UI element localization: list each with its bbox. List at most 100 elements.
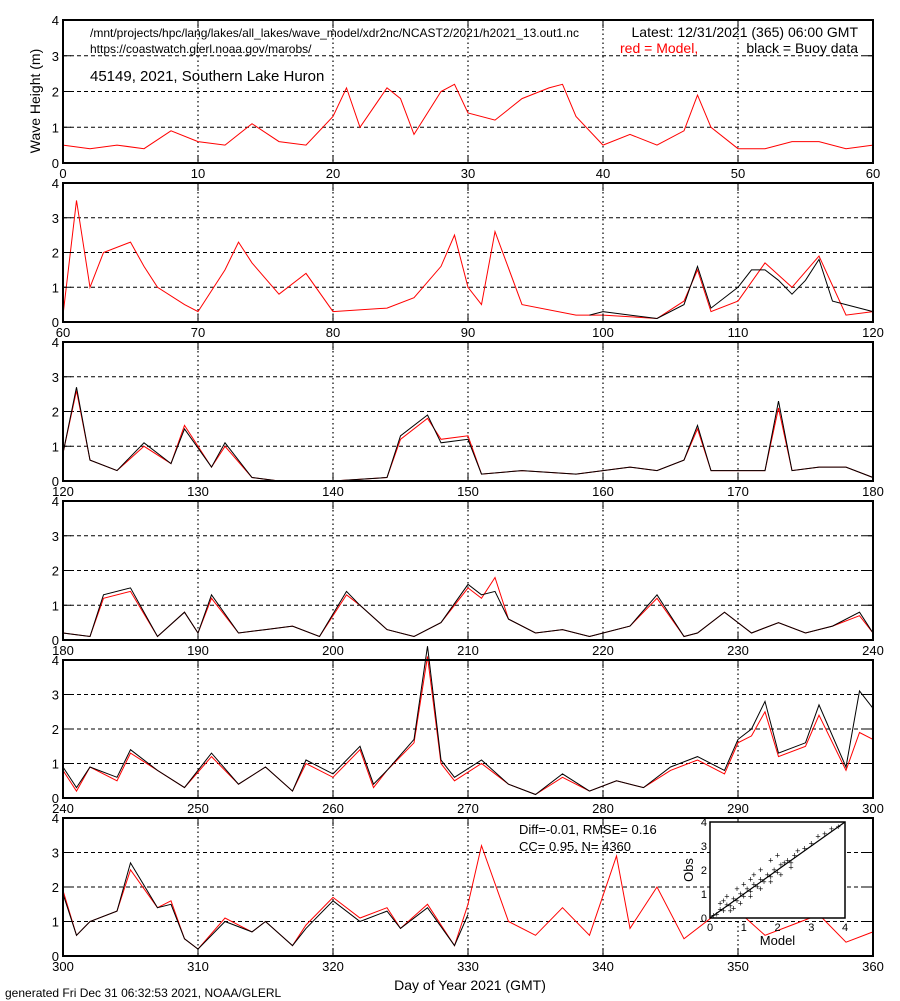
x-tick-label: 220 — [592, 643, 614, 658]
x-tick-label: 330 — [457, 959, 479, 974]
buoy-series-line — [62, 646, 874, 796]
y-tick-label: 3 — [52, 529, 59, 544]
scatter-point: + — [751, 879, 756, 889]
y-tick-label: 4 — [52, 176, 59, 191]
x-tick-label: 10 — [191, 166, 205, 181]
x-tick-label: 120 — [862, 325, 884, 340]
scatter-point: + — [775, 851, 780, 861]
scatter-point: + — [717, 899, 722, 909]
y-tick-label: 4 — [52, 494, 59, 509]
scatter-point: + — [768, 877, 773, 887]
model-series-line — [62, 390, 874, 482]
y-tick-label: 1 — [52, 439, 59, 454]
scatter-point: + — [768, 855, 773, 865]
y-tick-label: 2 — [52, 405, 59, 420]
scatter-point: + — [765, 870, 770, 880]
scatter-x-tick-label: 1 — [741, 922, 747, 934]
scatter-x-tick-label: 0 — [707, 922, 713, 934]
y-tick-label: 3 — [52, 211, 59, 226]
x-tick-label: 240 — [862, 643, 884, 658]
scatter-point: + — [778, 860, 783, 870]
y-tick-label: 4 — [52, 811, 59, 826]
scatter-x-tick-label: 4 — [842, 922, 848, 934]
buoy-series-line — [62, 861, 469, 950]
scatter-point: + — [778, 870, 783, 880]
scatter-point: + — [795, 846, 800, 856]
scatter-y-tick-label: 1 — [701, 889, 707, 901]
scatter-point: + — [792, 851, 797, 861]
scatter-point: + — [809, 839, 814, 849]
scatter-inset: +++++++++++++++++++++++++ + ++ + ++++ ++ ++ +++… — [681, 817, 848, 948]
scatter-point: + — [815, 831, 820, 841]
y-tick-label: 4 — [52, 653, 59, 668]
legend-buoy: black = Buoy data — [746, 40, 858, 56]
y-tick-label: 2 — [52, 246, 59, 261]
scatter-point: + — [724, 900, 729, 910]
x-tick-label: 320 — [322, 959, 344, 974]
scatter-point: + — [724, 891, 729, 901]
scatter-point: + — [728, 901, 733, 911]
y-tick-label: 1 — [52, 120, 59, 135]
station-title: 45149, 2021, Southern Lake Huron — [90, 68, 324, 85]
scatter-point: + — [788, 858, 793, 868]
generated-footer: generated Fri Dec 31 06:32:53 2021, NOAA… — [5, 986, 281, 1000]
x-tick-label: 230 — [727, 643, 749, 658]
x-tick-label: 180 — [862, 484, 884, 499]
x-tick-label: 300 — [52, 959, 74, 974]
buoy-series-line — [62, 583, 874, 638]
x-tick-label: 240 — [52, 801, 74, 816]
buoy-series-line — [589, 258, 874, 320]
scatter-point: + — [721, 896, 726, 906]
y-tick-label: 0 — [52, 156, 59, 171]
y-tick-label: 0 — [52, 949, 59, 964]
scatter-x-label: Model — [760, 933, 796, 948]
x-tick-label: 170 — [727, 484, 749, 499]
x-tick-label: 290 — [727, 801, 749, 816]
x-tick-label: 80 — [326, 325, 340, 340]
y-tick-label: 0 — [52, 791, 59, 806]
scatter-point: + — [738, 889, 743, 899]
scatter-y-tick-label: 0 — [701, 913, 707, 925]
scatter-point: + — [714, 909, 719, 919]
y-tick-label: 3 — [52, 688, 59, 703]
scatter-point: + — [782, 858, 787, 868]
x-tick-label: 340 — [592, 959, 614, 974]
scatter-point: + — [751, 870, 756, 880]
x-tick-label: 130 — [187, 484, 209, 499]
x-tick-label: 280 — [592, 801, 614, 816]
x-tick-label: 310 — [187, 959, 209, 974]
x-tick-label: 120 — [52, 484, 74, 499]
stats-cc-n: CC= 0.95, N= 4360 — [519, 839, 631, 854]
x-tick-label: 90 — [461, 325, 475, 340]
scatter-y-tick-label: 2 — [701, 865, 707, 877]
scatter-y-tick-label: 4 — [701, 817, 707, 829]
buoy-series-line — [62, 387, 874, 482]
x-tick-label: 270 — [457, 801, 479, 816]
scatter-point: + — [788, 863, 793, 873]
scatter-y-label: Obs — [681, 858, 696, 882]
panel-5: 0 1 2 3 4 240 250 260 270 280 290 300 — [52, 646, 884, 816]
scatter-point: + — [748, 875, 753, 885]
x-tick-label: 110 — [728, 325, 749, 340]
y-axis-label: Wave Height (m) — [27, 49, 43, 154]
scatter-point: + — [744, 884, 749, 894]
y-tick-label: 1 — [52, 280, 59, 295]
x-tick-label: 60 — [866, 166, 880, 181]
x-tick-label: 200 — [322, 643, 344, 658]
panel-2: 0 1 2 3 4 60 70 80 90 100 110 120 — [52, 176, 884, 340]
scatter-point: + — [731, 894, 736, 904]
x-tick-label: 210 — [457, 643, 479, 658]
scatter-point: + — [822, 829, 827, 839]
y-tick-label: 4 — [52, 13, 59, 28]
y-tick-label: 1 — [52, 598, 59, 613]
scatter-x-tick-label: 2 — [774, 922, 780, 934]
scatter-point: + — [741, 879, 746, 889]
x-tick-label: 160 — [592, 484, 614, 499]
x-tick-label: 50 — [731, 166, 745, 181]
one-to-one-line — [709, 821, 846, 919]
model-series-line — [62, 83, 874, 150]
y-tick-label: 2 — [52, 564, 59, 579]
y-tick-label: 2 — [52, 722, 59, 737]
x-tick-label: 360 — [862, 959, 884, 974]
